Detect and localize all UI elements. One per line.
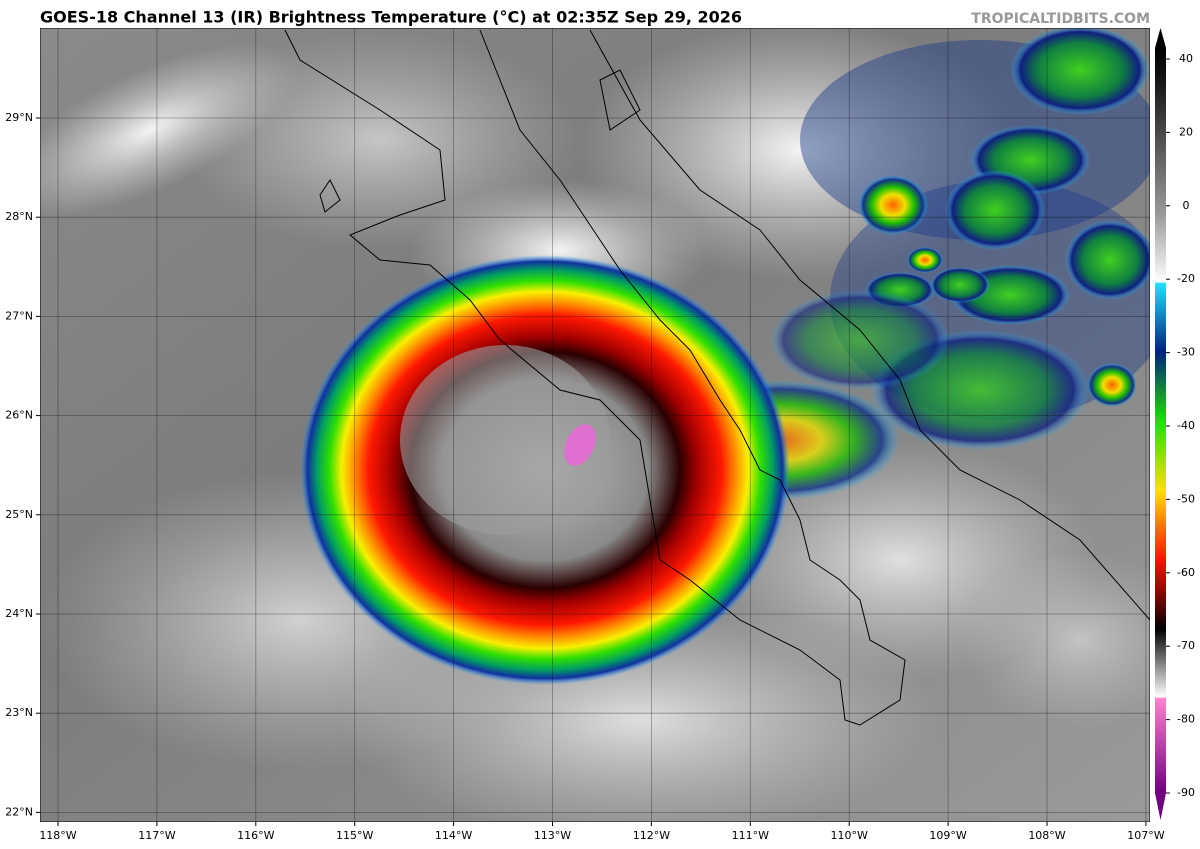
lon-label: 114°W xyxy=(435,829,472,842)
lon-label: 117°W xyxy=(138,829,175,842)
lon-label: 107°W xyxy=(1127,829,1164,842)
satellite-image xyxy=(40,28,1150,822)
lon-label: 110°W xyxy=(831,829,868,842)
lon-label: 118°W xyxy=(39,829,76,842)
colorbar-label: -40 xyxy=(1177,419,1195,432)
colorbar-top-arrow xyxy=(1155,28,1166,48)
lat-label: 24°N xyxy=(5,607,33,620)
colorbar-label: -50 xyxy=(1177,492,1195,505)
colorbar-label: -60 xyxy=(1177,566,1195,579)
lon-label: 115°W xyxy=(336,829,373,842)
colorbar xyxy=(1155,48,1166,793)
lon-label: 108°W xyxy=(1028,829,1065,842)
lat-label: 26°N xyxy=(5,409,33,422)
lon-label: 111°W xyxy=(732,829,769,842)
colorbar-label: 20 xyxy=(1179,125,1193,138)
lat-label: 25°N xyxy=(5,508,33,521)
lon-label: 116°W xyxy=(237,829,274,842)
lon-label: 109°W xyxy=(929,829,966,842)
colorbar-label: -20 xyxy=(1177,272,1195,285)
colorbar-label: -30 xyxy=(1177,346,1195,359)
watermark: TROPICALTIDBITS.COM xyxy=(971,11,1150,27)
lat-label: 27°N xyxy=(5,309,33,322)
colorbar-label: 40 xyxy=(1179,52,1193,65)
colorbar-label: -70 xyxy=(1177,639,1195,652)
title: GOES-18 Channel 13 (IR) Brightness Tempe… xyxy=(40,8,742,27)
colorbar-bottom-arrow xyxy=(1155,793,1166,820)
lat-label: 29°N xyxy=(5,111,33,124)
lat-label: 28°N xyxy=(5,210,33,223)
lon-label: 113°W xyxy=(534,829,571,842)
colorbar-label: 0 xyxy=(1183,199,1190,212)
lon-label: 112°W xyxy=(633,829,670,842)
colorbar-label: -80 xyxy=(1177,713,1195,726)
lat-label: 23°N xyxy=(5,706,33,719)
colorbar-label: -90 xyxy=(1177,786,1195,799)
lat-label: 22°N xyxy=(5,805,33,818)
